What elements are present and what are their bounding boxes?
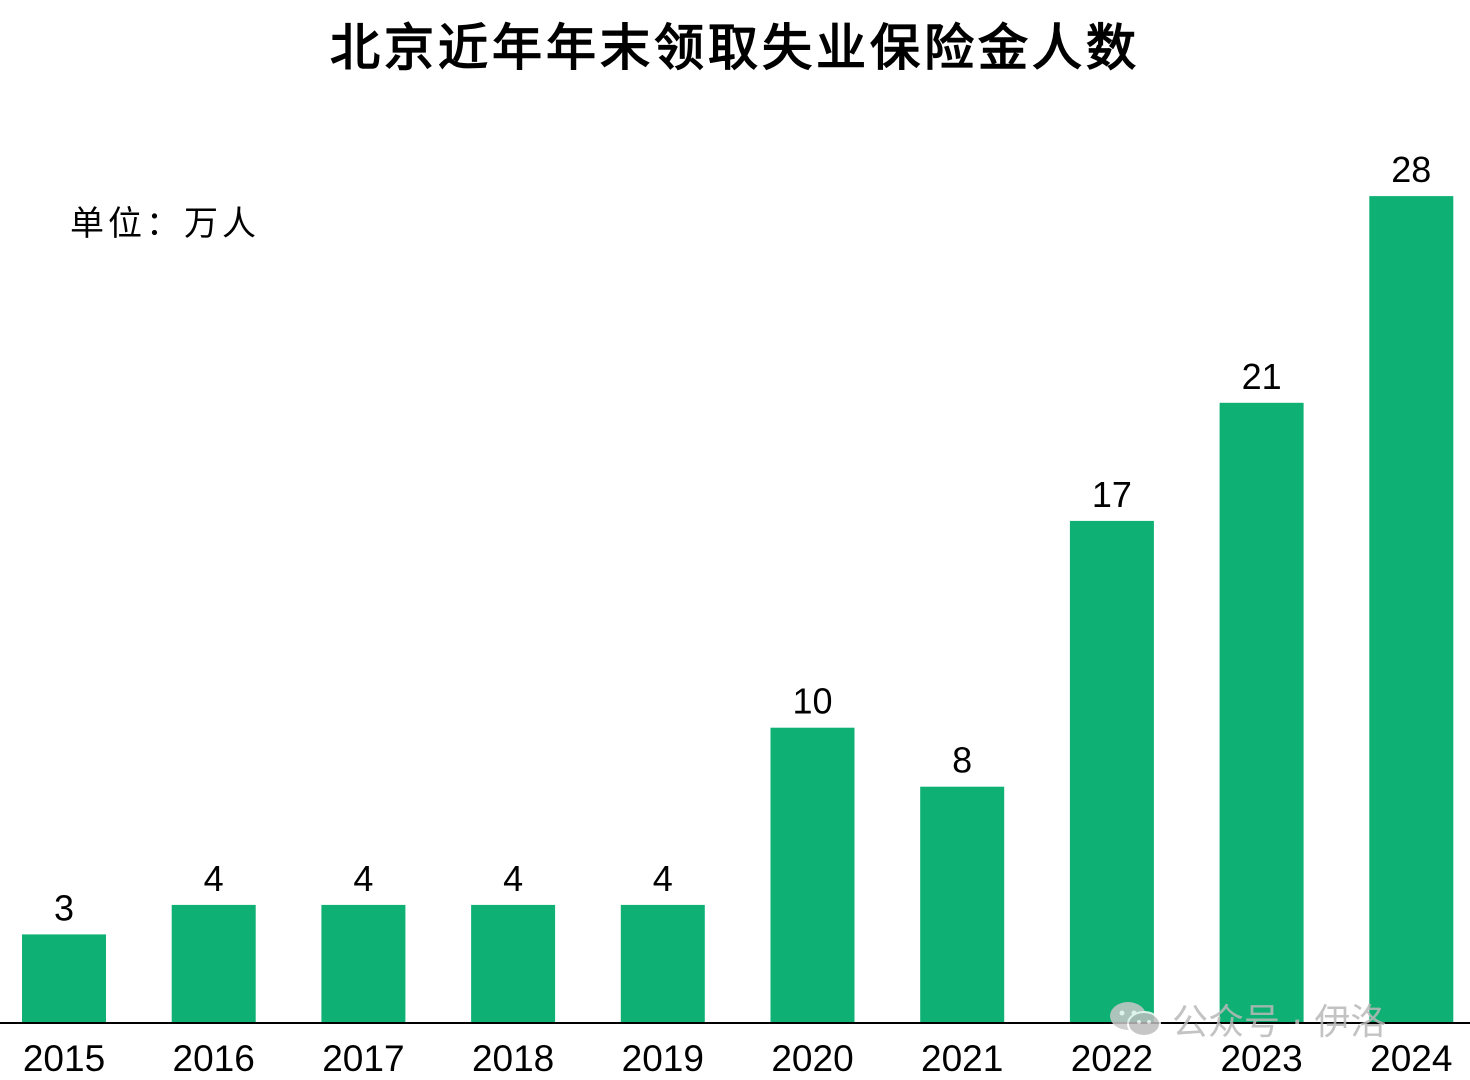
value-label-2015: 3 <box>54 887 74 928</box>
x-tick-label-2016: 2016 <box>173 1038 255 1079</box>
chart-title: 北京近年年末领取失业保险金人数 <box>330 18 1140 77</box>
bar-2018 <box>471 904 556 1023</box>
watermark: 公众号 · 伊洛 <box>1108 996 1387 1043</box>
value-labels-group: 3 4 4 4 4 10 8 17 21 28 <box>54 149 1431 928</box>
value-label-2020: 10 <box>792 681 832 722</box>
bar-2016 <box>171 904 256 1023</box>
value-label-2017: 4 <box>353 858 373 899</box>
value-label-2024: 28 <box>1391 149 1431 190</box>
x-tick-label-2015: 2015 <box>23 1038 105 1079</box>
value-label-2021: 8 <box>952 740 972 781</box>
x-tick-labels-group: 2015 2016 2017 2018 2019 2020 2021 2022 2023 2024 <box>23 1038 1453 1079</box>
bar-2017 <box>321 904 406 1023</box>
bar-2015 <box>22 934 106 1023</box>
x-tick-label-2020: 2020 <box>771 1038 853 1079</box>
x-tick-label-2018: 2018 <box>472 1038 554 1079</box>
unit-label: 单位：万人 <box>70 204 260 244</box>
bar-2020 <box>770 727 855 1023</box>
x-tick-label-2019: 2019 <box>622 1038 704 1079</box>
value-label-2018: 4 <box>503 858 523 899</box>
bar-2022 <box>1069 520 1154 1023</box>
bar-2021 <box>920 786 1005 1023</box>
x-tick-label-2017: 2017 <box>322 1038 404 1079</box>
bar-2019 <box>620 904 705 1023</box>
value-label-2022: 17 <box>1092 474 1132 515</box>
x-tick-label-2021: 2021 <box>921 1038 1003 1079</box>
wechat-icon <box>1110 1002 1161 1037</box>
value-label-2016: 4 <box>204 858 224 899</box>
x-tick-label-2022: 2022 <box>1071 1038 1153 1079</box>
x-tick-label-2024: 2024 <box>1370 1038 1452 1079</box>
value-label-2023: 21 <box>1242 356 1282 397</box>
bars-group <box>22 196 1454 1024</box>
watermark-text: 公众号 · 伊洛 <box>1172 1002 1387 1043</box>
x-tick-label-2023: 2023 <box>1220 1038 1302 1079</box>
value-label-2019: 4 <box>653 858 673 899</box>
bar-2023 <box>1219 402 1304 1023</box>
bar-2024 <box>1369 196 1454 1024</box>
